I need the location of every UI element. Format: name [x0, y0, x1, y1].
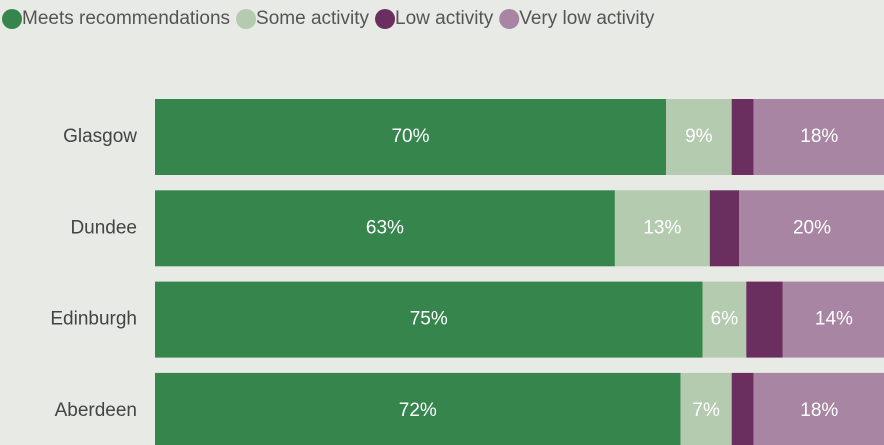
value-label: 13%: [643, 217, 681, 238]
legend-marker: [236, 9, 256, 29]
value-label: 14%: [815, 309, 853, 330]
bar-segment: [746, 282, 783, 358]
value-label: 20%: [793, 217, 831, 238]
value-label: 63%: [366, 217, 404, 238]
legend-label: Very low activity: [519, 8, 655, 29]
legend-marker: [499, 9, 519, 29]
bar-segment: [732, 373, 754, 445]
legend-marker: [2, 9, 22, 29]
bar-segment: [732, 99, 754, 175]
value-label: 18%: [800, 400, 838, 421]
value-label: 70%: [391, 126, 429, 147]
value-label: 9%: [685, 126, 713, 147]
y-tick-label: Aberdeen: [55, 400, 137, 421]
value-label: 6%: [711, 309, 739, 330]
value-label: 75%: [410, 309, 448, 330]
y-tick-label: Glasgow: [63, 126, 137, 147]
y-tick-label: Edinburgh: [50, 309, 137, 330]
legend-marker: [375, 9, 395, 29]
value-label: 7%: [692, 400, 720, 421]
y-tick-label: Dundee: [70, 217, 137, 238]
legend-label: Some activity: [256, 8, 369, 29]
legend-label: Low activity: [395, 8, 494, 29]
legend-label: Meets recommendations: [22, 8, 230, 29]
value-label: 72%: [399, 400, 437, 421]
bar-segment: [710, 190, 739, 266]
chart: Meets recommendations Some activity Low ac…: [0, 0, 884, 445]
value-label: 18%: [800, 126, 838, 147]
